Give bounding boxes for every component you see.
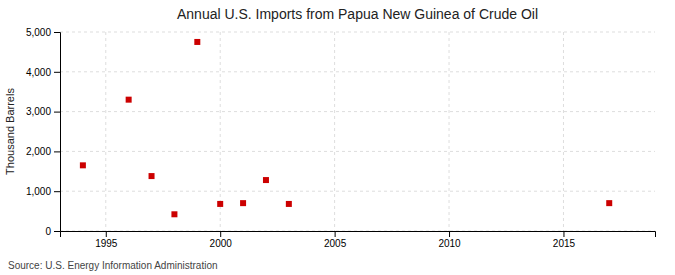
- y-tick-mark: [54, 32, 60, 33]
- point: [126, 97, 132, 103]
- y-axis: 0 1,000 2,000 3,000 4,000 5,000: [26, 27, 61, 237]
- x-tick-mark: [220, 231, 221, 237]
- x-tick-label: 1995: [95, 238, 118, 249]
- y-tick-label: 1,000: [26, 186, 51, 197]
- y-tick-mark: [54, 112, 60, 113]
- x-grid-line: [105, 32, 106, 231]
- x-tick-mark: [335, 231, 336, 237]
- point: [217, 201, 223, 207]
- x-tick: 2010: [438, 231, 461, 249]
- point: [263, 177, 269, 183]
- y-axis-line: [54, 33, 61, 232]
- x-axis: 1995 2000 2005 2010 2015: [61, 231, 656, 249]
- grid: [60, 32, 655, 231]
- x-grid-line: [563, 32, 564, 231]
- point: [240, 200, 246, 206]
- title: Annual U.S. Imports from Papua New Guine…: [177, 6, 538, 22]
- y-tick: 3,000: [26, 106, 60, 117]
- y-tick-mark: [54, 191, 60, 192]
- y-tick-mark: [54, 231, 60, 232]
- y-tick-label: 4,000: [26, 67, 51, 78]
- y-grid-line: [60, 71, 655, 72]
- x-grid-line: [334, 32, 335, 231]
- x-tick: 1995: [95, 231, 118, 249]
- y-tick: 1,000: [26, 186, 60, 197]
- x-tick-mark: [106, 231, 107, 237]
- x-tick-mark: [563, 231, 564, 237]
- x-tick-mark: [449, 231, 450, 237]
- x-tick-label: 2000: [210, 238, 233, 249]
- y-grid-line: [60, 111, 655, 112]
- point: [194, 39, 200, 45]
- x-tick-label: 2015: [553, 238, 576, 249]
- chart: 1995 2000 2005 2010 2015 0 1,000 2,000 3,000 4,00…: [0, 0, 675, 275]
- x-grid-line: [449, 32, 450, 231]
- x-tick-label: 2010: [438, 238, 461, 249]
- point: [80, 162, 86, 168]
- points: [80, 39, 612, 217]
- annotation: Source: U.S. Energy Information Administ…: [8, 260, 218, 271]
- y-tick: 5,000: [26, 27, 60, 38]
- x-tick: 2005: [324, 231, 347, 249]
- y-grid-line: [60, 191, 655, 192]
- y-tick-label: 3,000: [26, 106, 51, 117]
- x-tick: 2015: [553, 231, 576, 249]
- y-tick: 0: [45, 226, 60, 237]
- x-tick-label: 2005: [324, 238, 347, 249]
- point: [286, 201, 292, 207]
- y-tick: 2,000: [26, 146, 60, 157]
- point: [149, 173, 155, 179]
- y-axis-label: Thousand Barrels: [4, 88, 16, 175]
- y-grid-line: [60, 151, 655, 152]
- y-tick-label: 5,000: [26, 27, 51, 38]
- x-axis-line: [61, 232, 656, 238]
- y-grid-line: [60, 32, 655, 33]
- y-tick: 4,000: [26, 67, 60, 78]
- point: [606, 200, 612, 206]
- point: [171, 211, 177, 217]
- y-tick-label: 0: [45, 226, 51, 237]
- x-tick: 2000: [210, 231, 233, 249]
- y-tick-mark: [54, 151, 60, 152]
- y-tick-label: 2,000: [26, 146, 51, 157]
- y-tick-mark: [54, 72, 60, 73]
